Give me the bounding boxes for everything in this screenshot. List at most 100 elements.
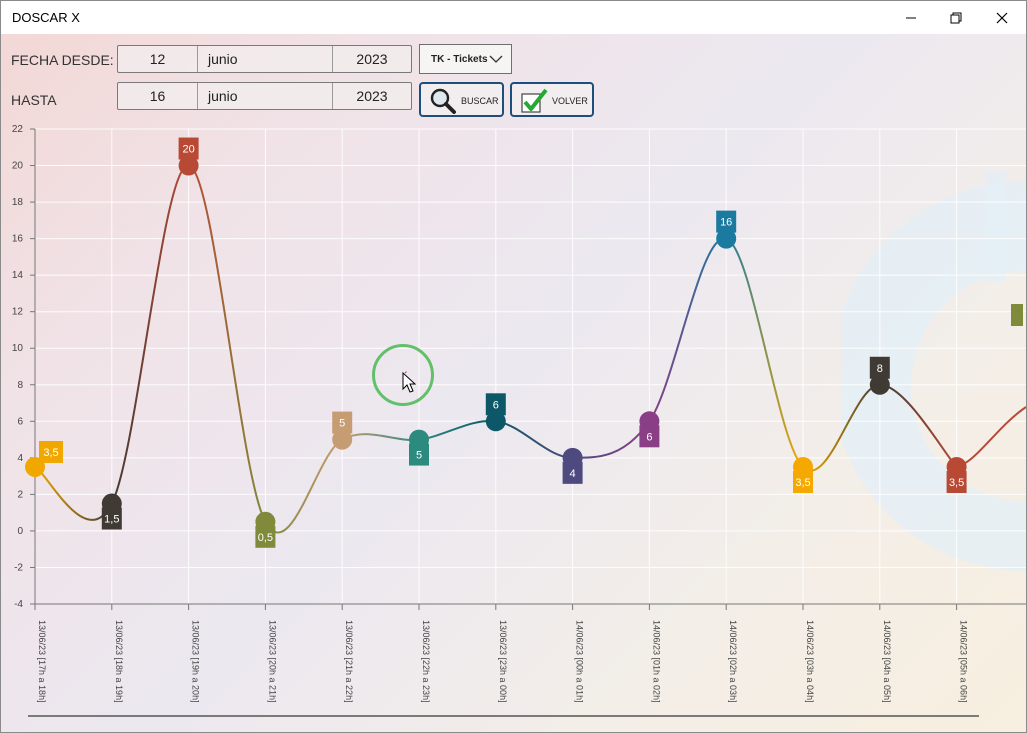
data-label-box [485,393,506,416]
series-line-segment [879,383,958,468]
data-label-box [409,443,429,466]
data-points: 3,5 1,5 20 0,5 5 5 6 4 6 16 3,5 8 3,5 [25,137,967,548]
y-tick-label: 14 [12,270,24,281]
data-label-box [562,461,583,484]
data-label: 1,5 [104,514,119,526]
x-tick-label: 13/06/23 [23h a 00h] [498,620,508,703]
type-select-value: TK - Tickets [431,53,488,65]
chevron-down-icon [489,55,503,63]
data-label-box [793,470,813,493]
data-point[interactable] [485,411,506,432]
data-label: 5 [339,418,345,430]
data-label-box [946,470,967,493]
y-tick-label: 16 [12,234,24,245]
data-label: 3,5 [795,477,810,489]
data-label: 3,5 [949,477,964,489]
series-line-segment [110,164,189,504]
search-button-label: BUSCAR [461,96,499,106]
x-tick-label: 14/06/23 [04h a 05h] [882,620,892,703]
data-label: 5 [416,450,422,462]
x-tick-label: 13/06/23 [19h a 20h] [191,620,201,703]
x-tick-label: 14/06/23 [05h a 06h] [959,620,969,703]
to-day-field[interactable]: 16 [118,83,198,109]
data-label: 4 [570,468,576,480]
mouse-cursor-icon [402,371,417,393]
data-label: 8 [877,363,883,375]
data-label-box [639,425,660,448]
series-line-segment [264,438,343,534]
y-tick-label: 2 [17,489,23,500]
click-indicator-ring [372,344,434,406]
search-button[interactable]: BUSCAR [419,82,504,117]
series-line-segment [188,164,267,523]
checkbox-check-icon [521,88,548,113]
restore-icon [950,12,962,23]
back-button[interactable]: VOLVER [510,82,594,117]
data-label-box [332,411,353,434]
title-bar: DOSCAR X [1,1,1026,34]
x-tick-label: 13/06/23 [21h a 22h] [344,620,354,703]
type-select[interactable]: TK - Tickets [419,44,512,74]
x-tick-label: 13/06/23 [17h a 18h] [37,620,47,703]
close-icon [996,12,1008,23]
series-line-segment [495,420,573,459]
to-month-field[interactable]: junio [198,83,333,109]
x-tick-label: 13/06/23 [20h a 21h] [267,620,277,703]
x-tick-label: 14/06/23 [02h a 03h] [728,620,738,703]
from-date-picker[interactable]: 12 junio 2023 [117,45,412,73]
to-year-field[interactable]: 2023 [356,88,388,104]
y-tick-label: 8 [17,380,23,391]
data-label: 6 [646,431,652,443]
data-point[interactable] [716,228,737,249]
x-tick-label: 14/06/23 [00h a 01h] [575,620,585,703]
series-line-segment [725,237,804,468]
series-line-segment [34,466,113,521]
from-day-field[interactable]: 12 [118,46,198,72]
y-tick-label: 20 [12,161,24,172]
y-tick-label: 10 [12,343,24,354]
data-label-box [869,356,890,379]
data-label-box [716,210,737,233]
close-button[interactable] [979,1,1025,34]
data-label-box [101,507,122,530]
to-date-label: HASTA [11,92,57,108]
data-label: 20 [182,144,194,156]
y-tick-label: 6 [17,416,23,427]
data-label-box [178,137,199,160]
from-year-field[interactable]: 2023 [356,51,388,67]
data-point[interactable] [332,429,353,450]
data-point[interactable] [178,155,199,176]
minimize-button[interactable] [888,1,934,34]
y-tick-label: -2 [14,562,23,573]
x-tick-label: 13/06/23 [18h a 19h] [114,620,124,703]
y-tick-label: -4 [14,599,23,610]
minimize-icon [906,17,916,18]
y-tick-label: 18 [12,197,24,208]
background-logo-watermark [841,171,1026,571]
y-tick-label: 12 [12,307,24,318]
data-label: 0,5 [258,532,273,544]
offscreen-data-label [1011,304,1023,326]
search-icon [430,88,456,114]
y-tick-label: 0 [17,526,23,537]
x-tick-label: 14/06/23 [01h a 02h] [651,620,661,703]
x-tick-label: 13/06/23 [22h a 23h] [421,620,431,703]
series-line-segment [572,420,651,459]
data-label-box [39,440,63,463]
x-tick-label: 14/06/23 [03h a 04h] [805,620,815,703]
data-label: 3,5 [43,447,58,459]
restore-button[interactable] [933,1,979,34]
data-label: 6 [493,399,499,411]
from-date-label: FECHA DESDE: [11,52,114,68]
series-line [34,164,1026,534]
y-tick-label: 22 [12,124,24,135]
series-line-segment [341,433,420,441]
y-tick-label: 4 [17,453,23,464]
from-month-field[interactable]: junio [198,46,333,72]
series-line-segment [418,419,496,441]
data-point[interactable] [869,374,890,395]
to-date-picker[interactable]: 16 junio 2023 [117,82,412,110]
